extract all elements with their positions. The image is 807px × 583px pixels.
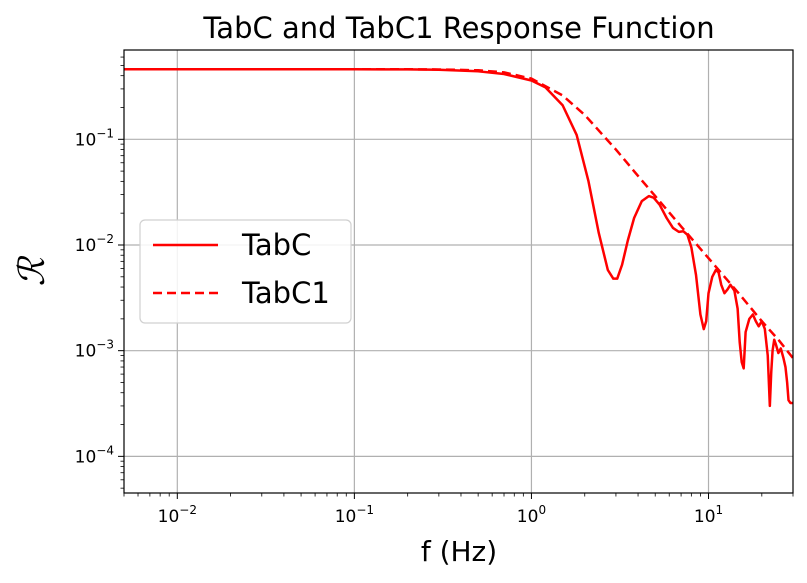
x-axis-label: f (Hz) — [421, 535, 497, 568]
series-line-tabc — [124, 68, 793, 408]
plot-series — [124, 68, 793, 408]
legend-label-tabc1: TabC1 — [241, 276, 330, 310]
legend: TabC TabC1 — [139, 219, 352, 324]
y-tick-label: 10−3 — [75, 338, 114, 362]
x-tick-label: 100 — [517, 503, 546, 527]
x-tick-label: 101 — [694, 503, 723, 527]
plot-frame — [123, 49, 794, 494]
y-tick-label: 10−1 — [75, 126, 114, 150]
chart-title: TabC and TabC1 Response Function — [202, 11, 714, 45]
series-line-tabc1 — [124, 68, 793, 359]
y-tick-label: 10−2 — [75, 232, 114, 256]
y-tick-label: 10−4 — [75, 443, 114, 467]
x-tick-label: 10−2 — [158, 503, 197, 527]
x-tick-label: 10−1 — [335, 503, 374, 527]
legend-label-tabc: TabC — [241, 228, 311, 262]
axis-ticks: 10−2 10−1 100 101 10−4 10−3 10−2 10−1 — [75, 56, 794, 527]
y-axis-label: ℛ — [12, 255, 53, 286]
